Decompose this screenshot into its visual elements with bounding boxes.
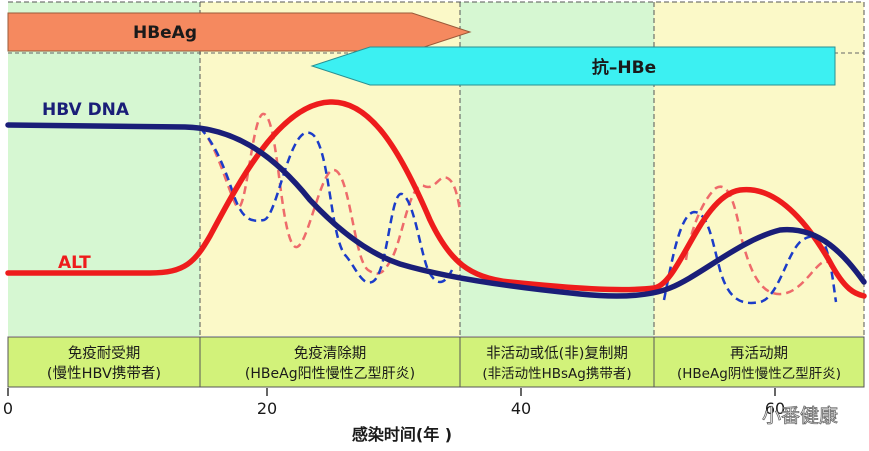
anti-hbe-label: 抗–HBe bbox=[592, 57, 656, 78]
phase-box-inactive bbox=[459, 336, 655, 388]
phase-desc: (HBeAg阴性慢性乙型肝炎) bbox=[677, 365, 841, 382]
hbeag-label: HBeAg bbox=[133, 23, 197, 43]
watermark: 小番健康 bbox=[762, 405, 838, 427]
hbv-dna-fluctuation-dashed-late bbox=[662, 210, 838, 305]
phase-desc: (HBeAg阳性慢性乙型肝炎) bbox=[245, 365, 415, 382]
alt-curve bbox=[5, 99, 867, 299]
phase-desc: (慢性HBV携带者) bbox=[47, 365, 161, 382]
hbv-dna-label: HBV DNA bbox=[42, 100, 130, 120]
x-axis-tick-label: 60 bbox=[765, 399, 785, 418]
phase-name: 非活动或低(非)复制期 bbox=[486, 344, 628, 362]
phase-name: 免疫清除期 bbox=[294, 345, 367, 362]
phase-name: 免疫耐受期 bbox=[68, 345, 141, 362]
hbeag-arrow bbox=[7, 12, 472, 52]
phase-bg-immune-tolerant bbox=[8, 2, 200, 336]
phase-box-immune-tolerant bbox=[7, 336, 201, 388]
x-axis-tick-label: 0 bbox=[3, 399, 13, 418]
phase-box-immune-clearance bbox=[199, 336, 461, 388]
alt-label: ALT bbox=[58, 253, 91, 273]
alt-fluctuation-dashed-late bbox=[684, 185, 837, 296]
x-axis-tick-label: 20 bbox=[257, 399, 277, 418]
phase-box-reactivation bbox=[653, 336, 865, 388]
phase-name: 再活动期 bbox=[730, 345, 788, 362]
x-axis-title: 感染时间(年 ) bbox=[352, 425, 452, 444]
x-axis-tick-label: 40 bbox=[511, 399, 531, 418]
anti-hbe-arrow bbox=[310, 46, 836, 86]
hbv-dna-curve bbox=[5, 122, 867, 299]
phase-desc: (非活动性HBsAg携带者) bbox=[482, 366, 631, 382]
hbv-dna-fluctuation-dashed bbox=[199, 127, 454, 284]
